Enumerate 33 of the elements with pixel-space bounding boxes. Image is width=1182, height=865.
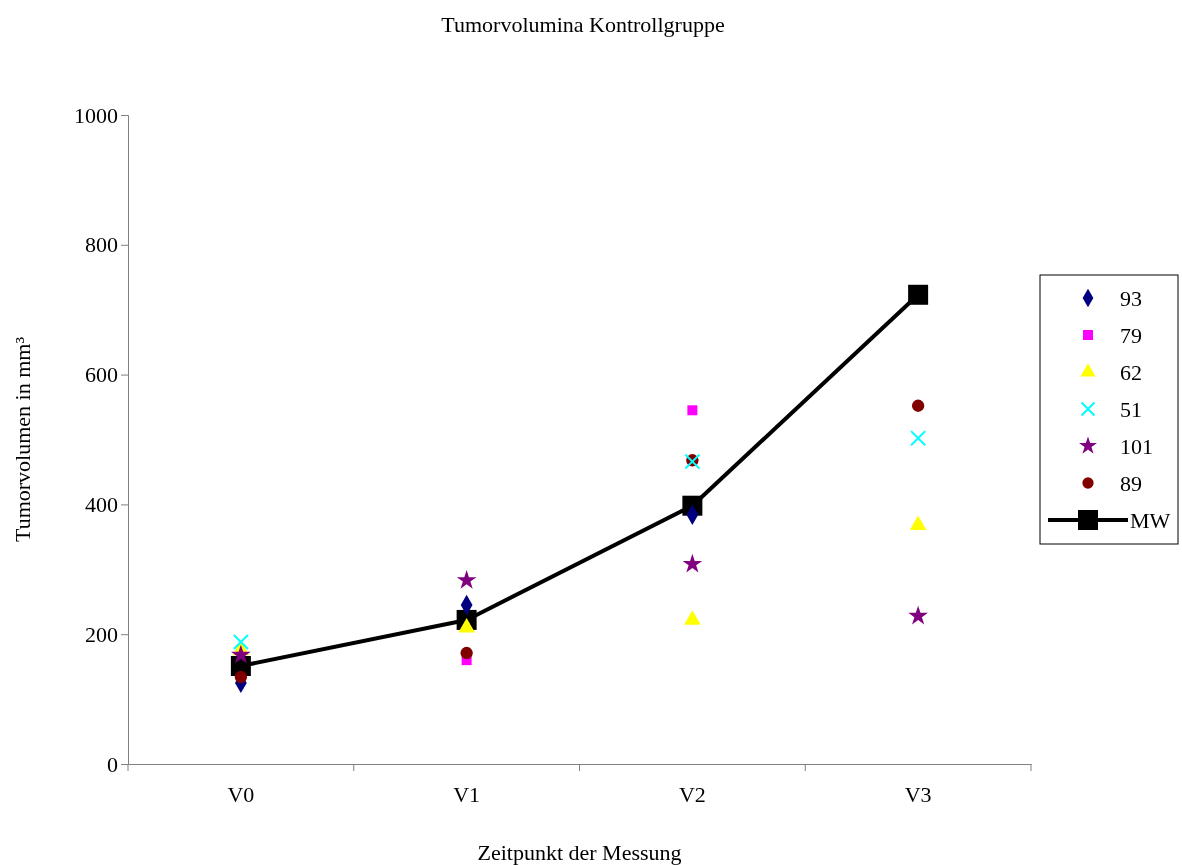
point (910, 430, 927, 447)
point (908, 605, 928, 625)
legend-label: 51 (1120, 397, 1142, 422)
point (908, 284, 929, 305)
point (684, 610, 701, 625)
legend-label: 93 (1120, 286, 1142, 311)
point (687, 405, 698, 416)
legend-label: 79 (1120, 323, 1142, 348)
x-tick-label: V0 (227, 782, 255, 808)
point (232, 633, 249, 651)
x-tick-label: V2 (678, 782, 706, 808)
y-tick-label: 1000 (74, 102, 118, 128)
y-axis-title: Tumorvolumen in mm³ (10, 336, 35, 543)
point (911, 399, 925, 412)
legend-label: MW (1130, 508, 1171, 533)
y-tick-label: 0 (107, 751, 118, 777)
y-tick-label: 200 (85, 621, 118, 647)
y-tick-label: 600 (85, 362, 118, 388)
legend-label: 62 (1120, 360, 1142, 385)
point (456, 569, 477, 589)
legend-label: 101 (1120, 434, 1153, 459)
x-tick-label: V3 (904, 782, 932, 808)
y-tick-label: 800 (85, 232, 118, 258)
y-tick-label: 400 (85, 491, 118, 517)
legend-label: 89 (1120, 471, 1142, 496)
chart-title: Tumorvolumina Kontrollgruppe (441, 12, 725, 37)
x-tick-label: V1 (453, 782, 481, 808)
point (458, 618, 475, 633)
point (460, 646, 473, 660)
point (231, 644, 251, 664)
point (682, 553, 703, 573)
x-axis-title: Zeitpunkt der Messung (477, 840, 682, 865)
point (234, 670, 248, 684)
